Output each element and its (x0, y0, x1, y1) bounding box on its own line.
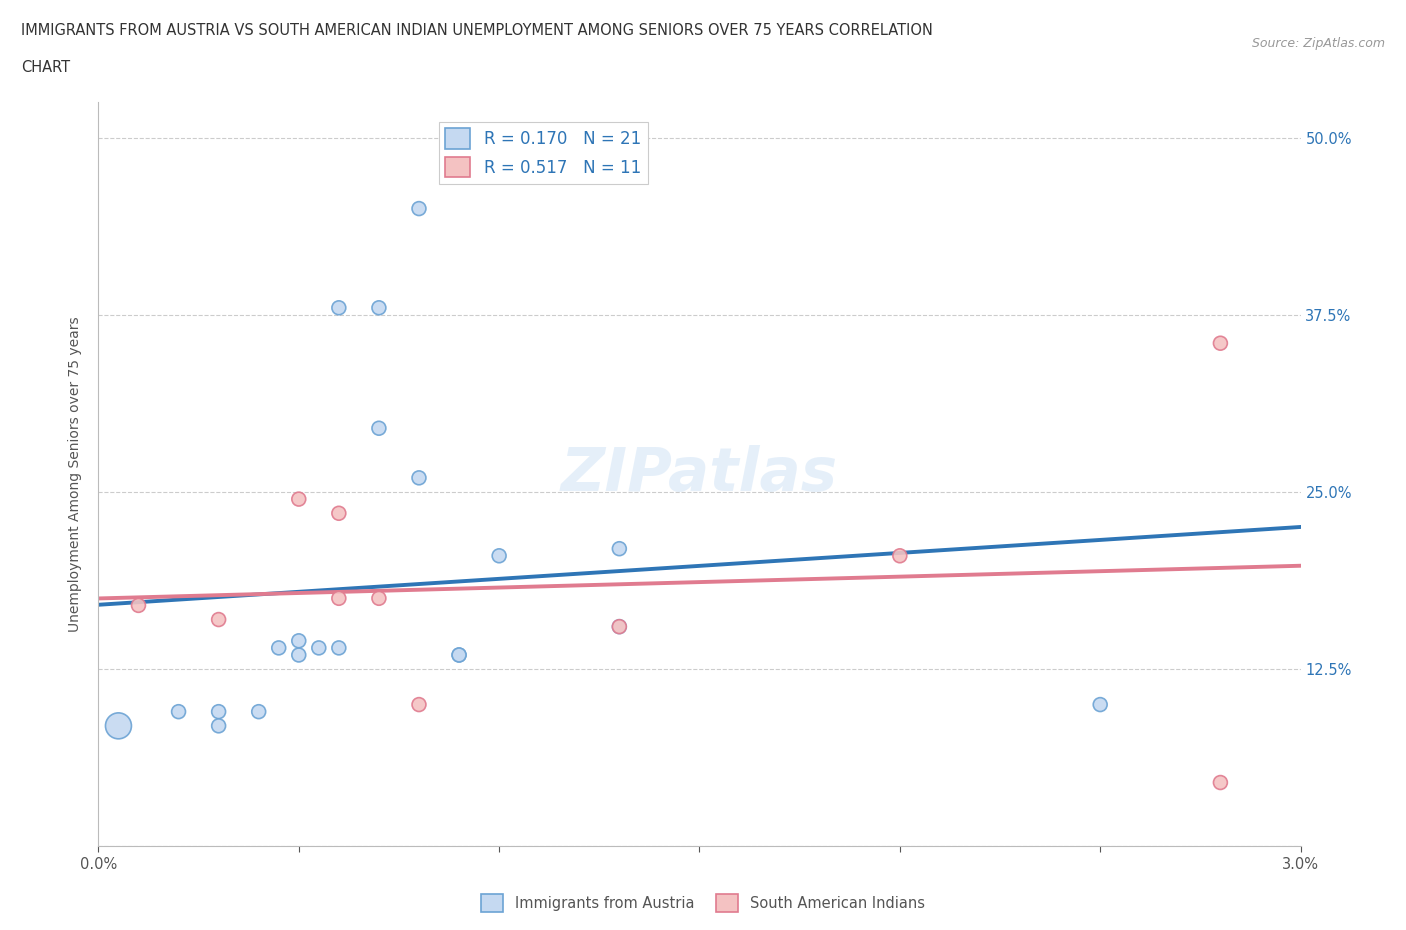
Point (328, 641, 350, 656)
Point (447, 647, 470, 662)
Point (328, 300, 350, 315)
Point (267, 641, 290, 656)
Point (1209, 775, 1232, 790)
Point (408, 698, 430, 712)
Point (368, 420, 391, 435)
Text: IMMIGRANTS FROM AUSTRIA VS SOUTH AMERICAN INDIAN UNEMPLOYMENT AMONG SENIORS OVER: IMMIGRANTS FROM AUSTRIA VS SOUTH AMERICA… (21, 23, 934, 38)
Point (208, 612, 231, 627)
Point (889, 549, 911, 564)
Point (328, 591, 350, 605)
Legend: R = 0.170   N = 21, R = 0.517   N = 11: R = 0.170 N = 21, R = 0.517 N = 11 (439, 122, 648, 184)
Text: CHART: CHART (21, 60, 70, 75)
Point (1090, 698, 1112, 712)
Point (288, 647, 311, 662)
Point (288, 633, 311, 648)
Legend: Immigrants from Austria, South American Indians: Immigrants from Austria, South American … (475, 888, 931, 918)
Point (208, 718, 231, 733)
Point (447, 647, 470, 662)
Point (288, 492, 311, 507)
Point (208, 704, 231, 719)
Point (408, 471, 430, 485)
Point (328, 506, 350, 521)
Text: ZIPatlas: ZIPatlas (561, 445, 838, 504)
Text: Source: ZipAtlas.com: Source: ZipAtlas.com (1251, 37, 1385, 50)
Point (408, 201, 430, 216)
Point (609, 541, 631, 556)
Point (107, 718, 129, 733)
Point (609, 619, 631, 634)
Point (1209, 336, 1232, 351)
Point (128, 598, 150, 613)
Point (167, 704, 190, 719)
Point (368, 591, 391, 605)
Point (488, 549, 510, 564)
Point (609, 619, 631, 634)
Y-axis label: Unemployment Among Seniors over 75 years: Unemployment Among Seniors over 75 years (69, 316, 83, 632)
Point (247, 704, 270, 719)
Point (308, 641, 330, 656)
Point (368, 300, 391, 315)
